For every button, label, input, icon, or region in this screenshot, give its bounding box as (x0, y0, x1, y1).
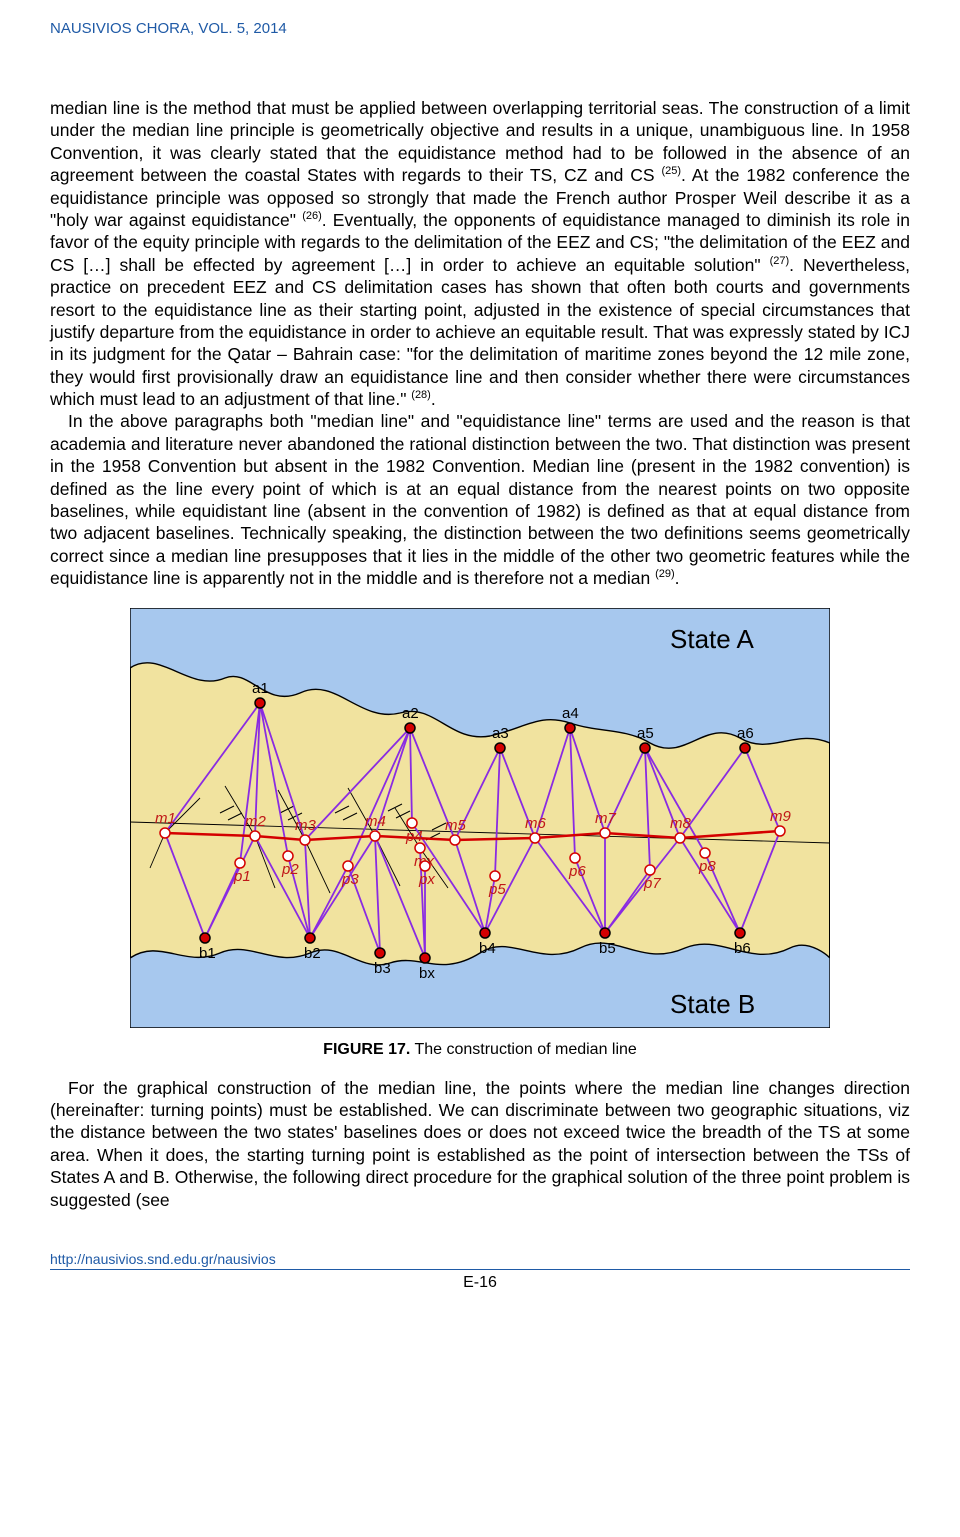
svg-text:p2: p2 (281, 861, 299, 878)
svg-text:p6: p6 (568, 863, 586, 880)
svg-text:b3: b3 (374, 960, 391, 977)
svg-text:a1: a1 (252, 680, 269, 697)
sup-25: (25) (661, 165, 681, 177)
svg-text:m7: m7 (595, 810, 616, 827)
svg-text:b2: b2 (304, 945, 321, 962)
median-line-diagram: a1 a2 a3 a4 a5 a6 b1 b2 b3 bx b4 b5 b6 m1 m2 m3 m4 m5 m6 m7… (130, 608, 830, 1028)
svg-text:p1: p1 (233, 868, 251, 885)
svg-text:m5: m5 (445, 817, 466, 834)
svg-text:m3: m3 (295, 817, 316, 834)
p2-b: . (675, 568, 680, 588)
paragraph-3: For the graphical construction of the me… (50, 1077, 910, 1211)
svg-text:bx: bx (419, 965, 435, 982)
p1-e: . (431, 389, 436, 409)
svg-text:a4: a4 (562, 705, 579, 722)
sup-28: (28) (411, 389, 431, 401)
svg-text:p5: p5 (488, 881, 506, 898)
footer-link[interactable]: http://nausivios.snd.edu.gr/nausivios (50, 1251, 910, 1267)
sup-27: (27) (770, 255, 790, 267)
svg-text:b1: b1 (199, 945, 216, 962)
svg-text:a5: a5 (637, 725, 654, 742)
svg-text:a3: a3 (492, 725, 509, 742)
svg-text:State A: State A (670, 624, 754, 654)
p2-a: In the above paragraphs both "median lin… (50, 411, 910, 588)
p1-d: . Nevertheless, practice on precedent EE… (50, 255, 910, 409)
svg-text:State B: State B (670, 989, 755, 1019)
svg-text:m1: m1 (155, 810, 176, 827)
svg-text:p8: p8 (698, 858, 716, 875)
svg-text:m9: m9 (770, 808, 791, 825)
sup-26: (26) (302, 210, 322, 222)
journal-header: NAUSIVIOS CHORA, VOL. 5, 2014 (50, 20, 910, 37)
figure-caption-bold: FIGURE 17. (323, 1041, 410, 1058)
figure-caption-rest: The construction of median line (410, 1041, 637, 1058)
svg-text:px: px (418, 871, 435, 888)
svg-text:a2: a2 (402, 705, 419, 722)
paragraph-2: In the above paragraphs both "median lin… (50, 410, 910, 589)
svg-text:m2: m2 (245, 813, 266, 830)
footer-rule (50, 1269, 910, 1270)
svg-text:m6: m6 (525, 815, 546, 832)
svg-text:m4: m4 (365, 813, 386, 830)
svg-text:p7: p7 (643, 875, 661, 892)
sup-29: (29) (655, 568, 675, 580)
paragraph-1: median line is the method that must be a… (50, 97, 910, 410)
svg-text:m8: m8 (670, 815, 691, 832)
svg-text:b6: b6 (734, 940, 751, 957)
figure-caption: FIGURE 17. The construction of median li… (50, 1041, 910, 1059)
svg-text:b5: b5 (599, 940, 616, 957)
page-number: E-16 (50, 1274, 910, 1292)
svg-text:b4: b4 (479, 940, 496, 957)
svg-text:p3: p3 (341, 871, 359, 888)
svg-text:a6: a6 (737, 725, 754, 742)
figure-17: a1 a2 a3 a4 a5 a6 b1 b2 b3 bx b4 b5 b6 m1 m2 m3 m4 m5 m6 m7… (50, 608, 910, 1033)
body-text-block: median line is the method that must be a… (50, 97, 910, 590)
